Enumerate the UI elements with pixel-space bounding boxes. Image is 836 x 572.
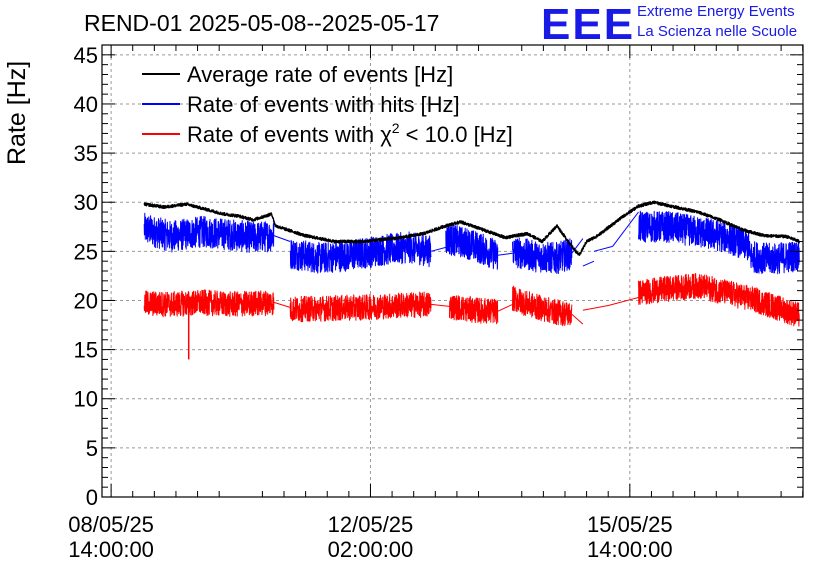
x-tick-label-date: 08/05/25 bbox=[68, 512, 154, 537]
y-tick-label: 25 bbox=[74, 239, 98, 264]
legend-label: Average rate of events [Hz] bbox=[187, 62, 453, 87]
y-tick-label: 20 bbox=[74, 288, 98, 313]
series-line bbox=[512, 237, 573, 274]
series-line bbox=[445, 224, 499, 270]
series-line bbox=[143, 212, 275, 253]
series-line bbox=[582, 260, 595, 267]
chart-title: REND-01 2025-05-08--2025-05-17 bbox=[84, 10, 440, 36]
series-line bbox=[143, 289, 275, 318]
series-line bbox=[273, 235, 291, 242]
y-tick-label: 10 bbox=[74, 387, 98, 412]
series-line bbox=[571, 313, 584, 325]
series-line bbox=[582, 304, 609, 311]
y-axis-label: Rate [Hz] bbox=[3, 60, 31, 165]
series-line bbox=[749, 239, 800, 275]
legend-label: Rate of events with hits [Hz] bbox=[187, 92, 460, 117]
y-tick-label: 45 bbox=[74, 43, 98, 68]
series-line bbox=[571, 238, 584, 254]
y-tick-label: 5 bbox=[86, 436, 98, 461]
x-tick-label-date: 12/05/25 bbox=[328, 512, 414, 537]
series-line bbox=[460, 220, 588, 256]
eee-logo: EEE bbox=[541, 0, 636, 49]
x-tick-label-time: 14:00:00 bbox=[587, 537, 673, 562]
series-line bbox=[143, 202, 277, 227]
x-tick-label-time: 02:00:00 bbox=[328, 537, 414, 562]
x-tick-label-date: 15/05/25 bbox=[587, 512, 673, 537]
series-layer bbox=[143, 200, 800, 360]
legend: Average rate of events [Hz] Rate of event… bbox=[142, 62, 513, 147]
series-line bbox=[274, 220, 462, 244]
series-line bbox=[608, 297, 639, 306]
series-line bbox=[612, 211, 639, 247]
series-line bbox=[289, 291, 432, 323]
series-line bbox=[638, 273, 800, 327]
series-line bbox=[449, 295, 499, 325]
y-tick-label: 40 bbox=[74, 92, 98, 117]
eee-logo-line1: Extreme Energy Events bbox=[637, 3, 795, 20]
y-tick-label: 15 bbox=[74, 338, 98, 363]
series-line bbox=[585, 200, 800, 244]
series-line bbox=[497, 303, 513, 312]
eee-logo-line2: La Scienza nelle Scuole bbox=[637, 23, 798, 40]
series-line bbox=[512, 285, 573, 327]
y-tick-label: 35 bbox=[74, 141, 98, 166]
series-line bbox=[430, 303, 450, 307]
y-tick-label: 0 bbox=[86, 485, 98, 510]
series-line bbox=[497, 252, 513, 256]
series-line bbox=[638, 210, 751, 261]
y-tick-label: 30 bbox=[74, 190, 98, 215]
axis-layer: 05101520253035404508/05/2514:00:0012/05/… bbox=[68, 43, 804, 562]
series-line bbox=[289, 231, 432, 274]
series-line bbox=[273, 301, 291, 308]
x-tick-label-time: 14:00:00 bbox=[68, 537, 154, 562]
series-line bbox=[430, 246, 446, 252]
series-line bbox=[593, 245, 613, 252]
legend-label: Rate of events with χ2 < 10.0 [Hz] bbox=[187, 120, 513, 147]
